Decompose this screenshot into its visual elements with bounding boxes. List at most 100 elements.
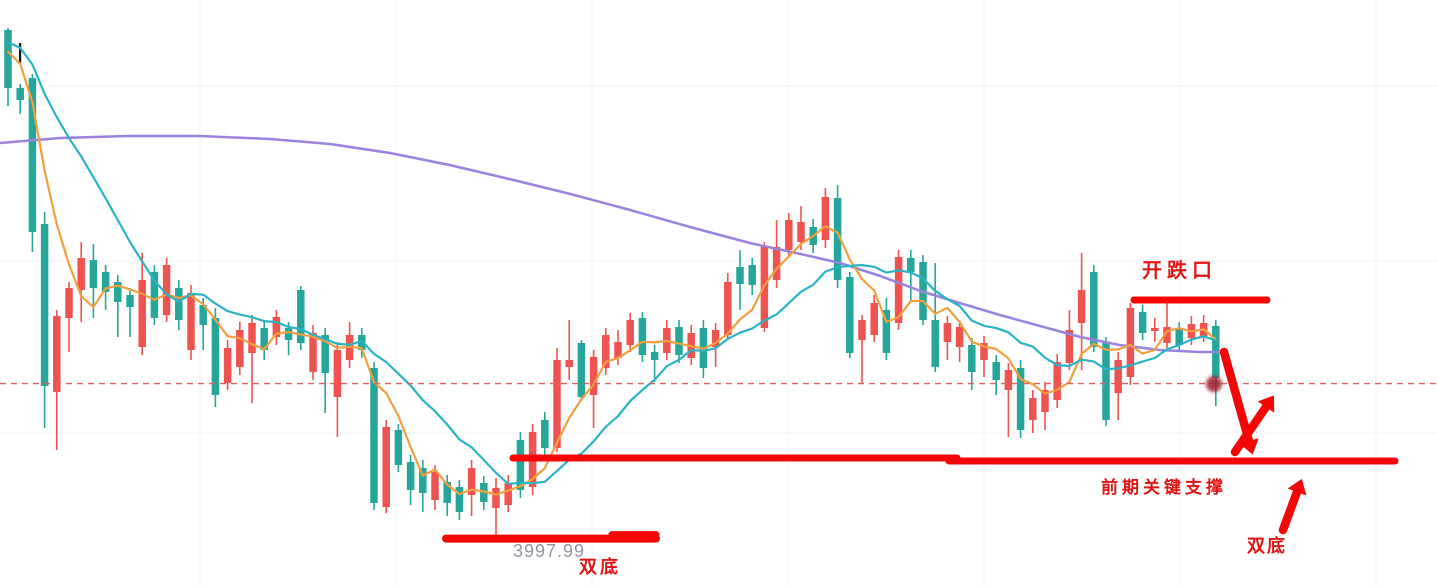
candle-body bbox=[1016, 368, 1025, 430]
candle-body bbox=[858, 320, 866, 340]
candle-body bbox=[992, 362, 1000, 380]
candle-body bbox=[284, 328, 293, 340]
candle-body bbox=[1138, 312, 1147, 333]
candle-body bbox=[114, 282, 122, 302]
candle-body bbox=[297, 290, 305, 343]
candle-body bbox=[943, 323, 952, 342]
candle-body bbox=[565, 360, 573, 367]
candle-body bbox=[1029, 398, 1037, 420]
candle-body bbox=[370, 368, 378, 503]
candle-body bbox=[1102, 343, 1110, 420]
annotation-label-double-bottom-left[interactable]: 双底 bbox=[579, 557, 621, 577]
candle-body bbox=[1077, 290, 1086, 323]
candle-body bbox=[211, 318, 220, 395]
candle-body bbox=[833, 198, 842, 280]
candle-body bbox=[821, 197, 830, 240]
candle-body bbox=[748, 265, 756, 285]
candle-body bbox=[40, 224, 49, 386]
cursor-tick bbox=[19, 43, 22, 63]
down-arrow-shaft[interactable] bbox=[1219, 347, 1254, 446]
candle-body bbox=[650, 352, 659, 360]
candle-body bbox=[455, 487, 464, 512]
candle-body bbox=[541, 420, 549, 448]
candle-body bbox=[406, 462, 415, 490]
candle-body bbox=[1053, 362, 1061, 400]
candle-body bbox=[382, 427, 390, 507]
candle-body bbox=[394, 430, 403, 465]
candle-body bbox=[443, 482, 451, 503]
candle-body bbox=[309, 333, 317, 372]
up-arrow-small-shaft[interactable] bbox=[1230, 402, 1271, 457]
candle-body bbox=[589, 357, 598, 395]
candle-body bbox=[980, 343, 988, 360]
annotation-label-key-support[interactable]: 前期关键支撑 bbox=[1101, 478, 1227, 497]
candle-body bbox=[1041, 390, 1049, 412]
candle-body bbox=[65, 288, 73, 318]
candle-body bbox=[248, 323, 256, 353]
price-low-value-label: 3997.99 bbox=[513, 541, 586, 561]
candle-body bbox=[1114, 360, 1122, 393]
candle-body bbox=[577, 343, 586, 397]
candle-body bbox=[602, 335, 610, 368]
candle-body bbox=[199, 305, 207, 325]
candle-body bbox=[431, 472, 439, 500]
current-price-dot[interactable] bbox=[1206, 376, 1222, 392]
candle-body bbox=[467, 468, 476, 495]
candle-body bbox=[626, 320, 634, 345]
candle-body bbox=[1090, 272, 1098, 347]
candle-body bbox=[797, 222, 805, 242]
annotation-label-gap-down[interactable]: 开跌口 bbox=[1142, 260, 1217, 282]
candle-body bbox=[126, 295, 134, 307]
candle-body bbox=[931, 320, 939, 367]
candle-body bbox=[150, 272, 159, 318]
candle-body bbox=[516, 440, 525, 490]
candle-body bbox=[77, 258, 85, 290]
candle-body bbox=[553, 360, 561, 448]
candle-body bbox=[1163, 327, 1171, 343]
up-arrow-small-head[interactable] bbox=[1257, 395, 1275, 413]
up-arrow-bottom-shaft[interactable] bbox=[1278, 487, 1302, 535]
down-arrow-head[interactable] bbox=[1239, 438, 1259, 455]
candle-body bbox=[614, 342, 622, 358]
candle-body bbox=[101, 272, 110, 292]
candle-body bbox=[419, 468, 427, 493]
ma-slow-cyan-line bbox=[6, 41, 1217, 485]
candle-body bbox=[1004, 370, 1013, 390]
candle-body bbox=[955, 327, 964, 347]
candle-body bbox=[882, 310, 891, 353]
candle-body bbox=[968, 345, 976, 372]
candle-body bbox=[89, 260, 98, 288]
candle-body bbox=[638, 318, 647, 355]
candle-body bbox=[894, 257, 903, 323]
ma-long-purple-line bbox=[0, 134, 1220, 354]
candle-body bbox=[1175, 329, 1183, 345]
candle-body bbox=[28, 78, 37, 232]
candle-body bbox=[187, 293, 195, 350]
candle-body bbox=[1151, 328, 1159, 331]
candle-body bbox=[16, 88, 24, 100]
candle-body bbox=[162, 265, 171, 315]
candle-body bbox=[53, 316, 61, 392]
candle-body bbox=[675, 327, 683, 355]
candle-body bbox=[223, 348, 232, 383]
annotation-label-double-bottom-right[interactable]: 双底 bbox=[1247, 536, 1287, 556]
candle-body bbox=[492, 488, 500, 508]
candle-body bbox=[260, 328, 268, 350]
candle-body bbox=[504, 483, 512, 505]
candle-body bbox=[711, 330, 720, 347]
candle-body bbox=[772, 247, 781, 280]
candle-body bbox=[736, 267, 744, 284]
candle-body bbox=[846, 277, 854, 353]
candle-body bbox=[138, 280, 146, 347]
candle-body bbox=[870, 303, 878, 335]
candle-body bbox=[321, 335, 329, 373]
candle-body bbox=[907, 258, 915, 272]
ma-fast-orange-line bbox=[6, 50, 1217, 496]
candle-body bbox=[4, 30, 12, 88]
candle-body bbox=[1065, 330, 1074, 363]
candle-body bbox=[785, 220, 793, 250]
up-arrow-bottom-head[interactable] bbox=[1287, 478, 1307, 496]
candle-body bbox=[333, 350, 342, 397]
